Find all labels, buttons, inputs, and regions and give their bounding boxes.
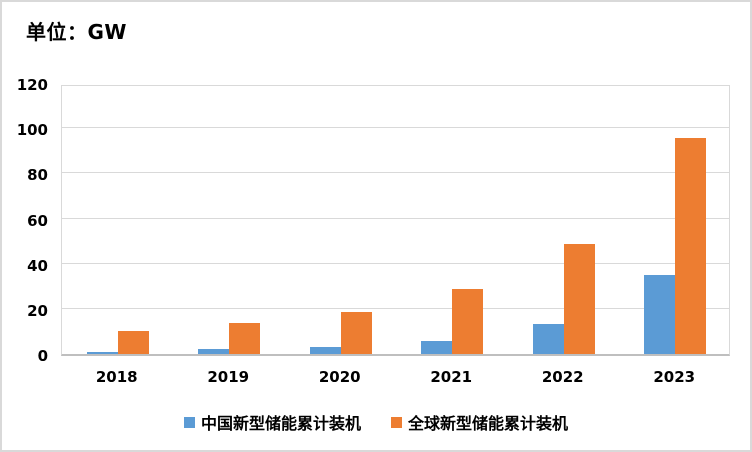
gridline-40 [62, 262, 729, 264]
legend-swatch-global-icon [391, 416, 402, 428]
y-tick-label-0: 0 [37, 347, 48, 365]
y-tick-label-20: 20 [27, 301, 48, 320]
bar-global-2018 [117, 331, 149, 354]
gridline-80 [62, 172, 729, 174]
legend: 中国新型储能累计装机 全球新型储能累计装机 [2, 410, 750, 434]
bar-global-2023 [675, 138, 707, 354]
bar-china-2021 [421, 341, 453, 354]
legend-label-global: 全球新型储能累计装机 [408, 414, 569, 433]
bar-global-2020 [340, 311, 372, 354]
y-axis: 0 20 40 60 80 100 120 [2, 2, 48, 450]
gridline-100 [62, 127, 729, 129]
x-tick-label-2018: 2018 [95, 368, 138, 386]
legend-item-china: 中国新型储能累计装机 [183, 410, 361, 434]
legend-item-global: 全球新型储能累计装机 [391, 410, 568, 434]
legend-label-china: 中国新型储能累计装机 [200, 414, 361, 433]
bar-global-2019 [229, 322, 261, 354]
x-tick-label-2023: 2023 [653, 368, 696, 386]
bar-global-2021 [452, 289, 484, 354]
y-tick-label-40: 40 [27, 256, 48, 275]
x-tick-label-2022: 2022 [541, 368, 584, 386]
y-tick-label-120: 120 [16, 76, 48, 94]
bar-china-2019 [198, 349, 230, 354]
chart-title: 单位：GW [26, 20, 127, 44]
bar-china-2022 [532, 324, 564, 354]
legend-swatch-china-icon [183, 416, 195, 428]
gridline-20 [62, 307, 729, 309]
x-tick-label-2020: 2020 [318, 368, 361, 386]
gridline-60 [62, 217, 729, 219]
plot-area [61, 85, 730, 356]
bar-china-2020 [309, 346, 341, 354]
bar-china-2023 [644, 274, 676, 354]
y-tick-label-100: 100 [16, 121, 48, 140]
bar-china-2018 [86, 351, 118, 354]
x-tick-label-2019: 2019 [207, 368, 250, 386]
y-tick-label-60: 60 [27, 211, 48, 230]
y-tick-label-80: 80 [27, 166, 48, 185]
bar-global-2022 [563, 244, 595, 354]
x-tick-label-2021: 2021 [430, 368, 473, 386]
